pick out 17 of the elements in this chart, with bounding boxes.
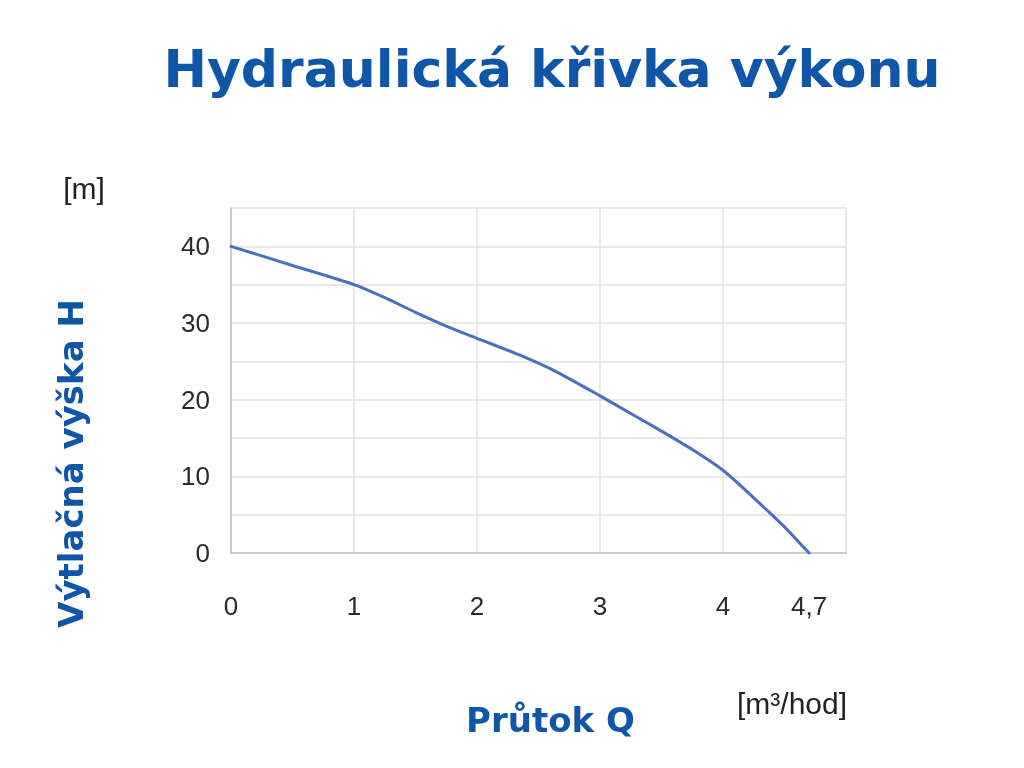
chart-title: Hydraulická křivka výkonu [163,39,941,99]
y-tick-label: 10 [181,461,210,492]
x-axis-title: Průtok Q [466,700,635,740]
y-tick-label: 20 [181,384,210,415]
x-tick-label: 4 [715,591,731,621]
text: [m³/hod] [737,686,848,720]
text: [m] [63,171,105,205]
line-series [229,244,811,555]
y-tick-label: 0 [195,538,210,568]
x-tick-label: 3 [592,591,608,621]
x-tick-label: 0 [223,591,239,621]
x-tick-label: 1 [346,591,362,621]
x-tick-label: 4,7 [791,591,828,621]
y-axis-title: Výtlačná výška H [51,299,91,628]
x-tick-label: 2 [469,591,485,621]
y-tick-label: 40 [181,231,210,262]
y-tick-label: 30 [181,308,210,338]
